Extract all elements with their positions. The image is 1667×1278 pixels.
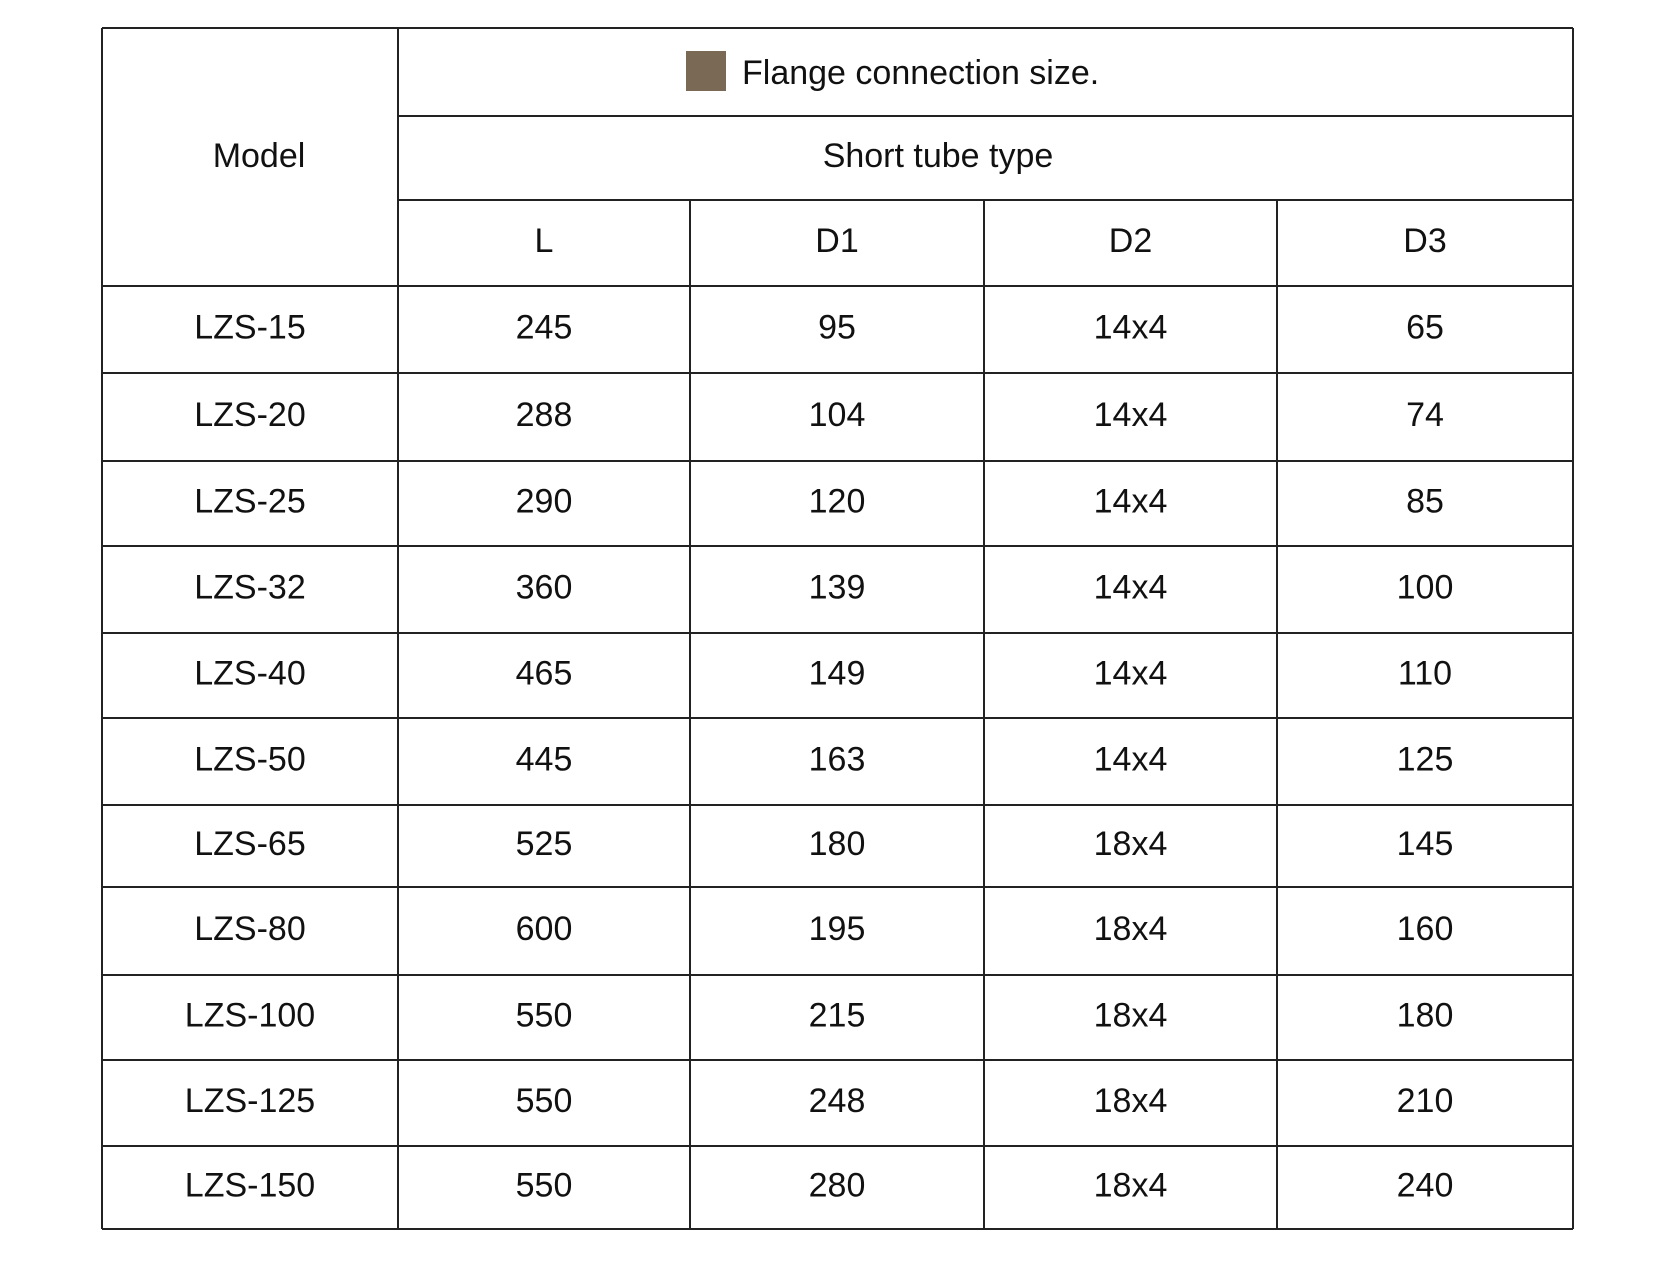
value-cell: 14x4	[1094, 654, 1168, 692]
model-cell: LZS-100	[185, 996, 315, 1034]
column-header: D1	[815, 222, 858, 260]
value-cell: 245	[516, 308, 573, 346]
model-cell: LZS-65	[194, 825, 306, 863]
value-cell: 163	[809, 740, 866, 778]
value-cell: 14x4	[1094, 396, 1168, 434]
value-cell: 65	[1406, 308, 1444, 346]
value-cell: 85	[1406, 482, 1444, 520]
model-cell: LZS-125	[185, 1082, 315, 1120]
value-cell: 18x4	[1094, 825, 1168, 863]
value-cell: 95	[818, 308, 856, 346]
value-cell: 120	[809, 482, 866, 520]
value-cell: 125	[1397, 740, 1454, 778]
value-cell: 145	[1397, 825, 1454, 863]
value-cell: 445	[516, 740, 573, 778]
value-cell: 550	[516, 1082, 573, 1120]
value-cell: 18x4	[1094, 1082, 1168, 1120]
model-cell: LZS-15	[194, 308, 306, 346]
value-cell: 180	[1397, 996, 1454, 1034]
model-cell: LZS-50	[194, 740, 306, 778]
value-cell: 195	[809, 910, 866, 948]
value-cell: 360	[516, 568, 573, 606]
value-cell: 600	[516, 910, 573, 948]
table-subtitle: Short tube type	[823, 137, 1054, 175]
value-cell: 180	[809, 825, 866, 863]
value-cell: 139	[809, 568, 866, 606]
value-cell: 14x4	[1094, 568, 1168, 606]
value-cell: 160	[1397, 910, 1454, 948]
column-header: D2	[1109, 222, 1152, 260]
value-cell: 550	[516, 996, 573, 1034]
value-cell: 280	[809, 1166, 866, 1204]
value-cell: 110	[1398, 654, 1452, 692]
value-cell: 74	[1406, 396, 1444, 434]
value-cell: 104	[809, 396, 866, 434]
value-cell: 525	[516, 825, 573, 863]
legend-swatch	[686, 51, 726, 91]
value-cell: 248	[809, 1082, 866, 1120]
column-header: D3	[1403, 222, 1446, 260]
model-cell: LZS-25	[194, 482, 306, 520]
value-cell: 18x4	[1094, 996, 1168, 1034]
model-cell: LZS-40	[194, 654, 306, 692]
model-cell: LZS-80	[194, 910, 306, 948]
value-cell: 465	[516, 654, 573, 692]
model-header: Model	[213, 137, 306, 175]
value-cell: 100	[1397, 568, 1454, 606]
value-cell: 14x4	[1094, 740, 1168, 778]
model-cell: LZS-20	[194, 396, 306, 434]
value-cell: 290	[516, 482, 573, 520]
value-cell: 215	[809, 996, 866, 1034]
table-title: Flange connection size.	[742, 54, 1099, 92]
value-cell: 288	[516, 396, 573, 434]
model-cell: LZS-150	[185, 1166, 315, 1204]
value-cell: 240	[1397, 1166, 1454, 1204]
value-cell: 18x4	[1094, 910, 1168, 948]
value-cell: 550	[516, 1166, 573, 1204]
value-cell: 14x4	[1094, 482, 1168, 520]
model-cell: LZS-32	[194, 568, 306, 606]
value-cell: 210	[1397, 1082, 1454, 1120]
value-cell: 14x4	[1094, 308, 1168, 346]
column-header: L	[535, 222, 554, 260]
value-cell: 18x4	[1094, 1166, 1168, 1204]
value-cell: 149	[809, 654, 866, 692]
